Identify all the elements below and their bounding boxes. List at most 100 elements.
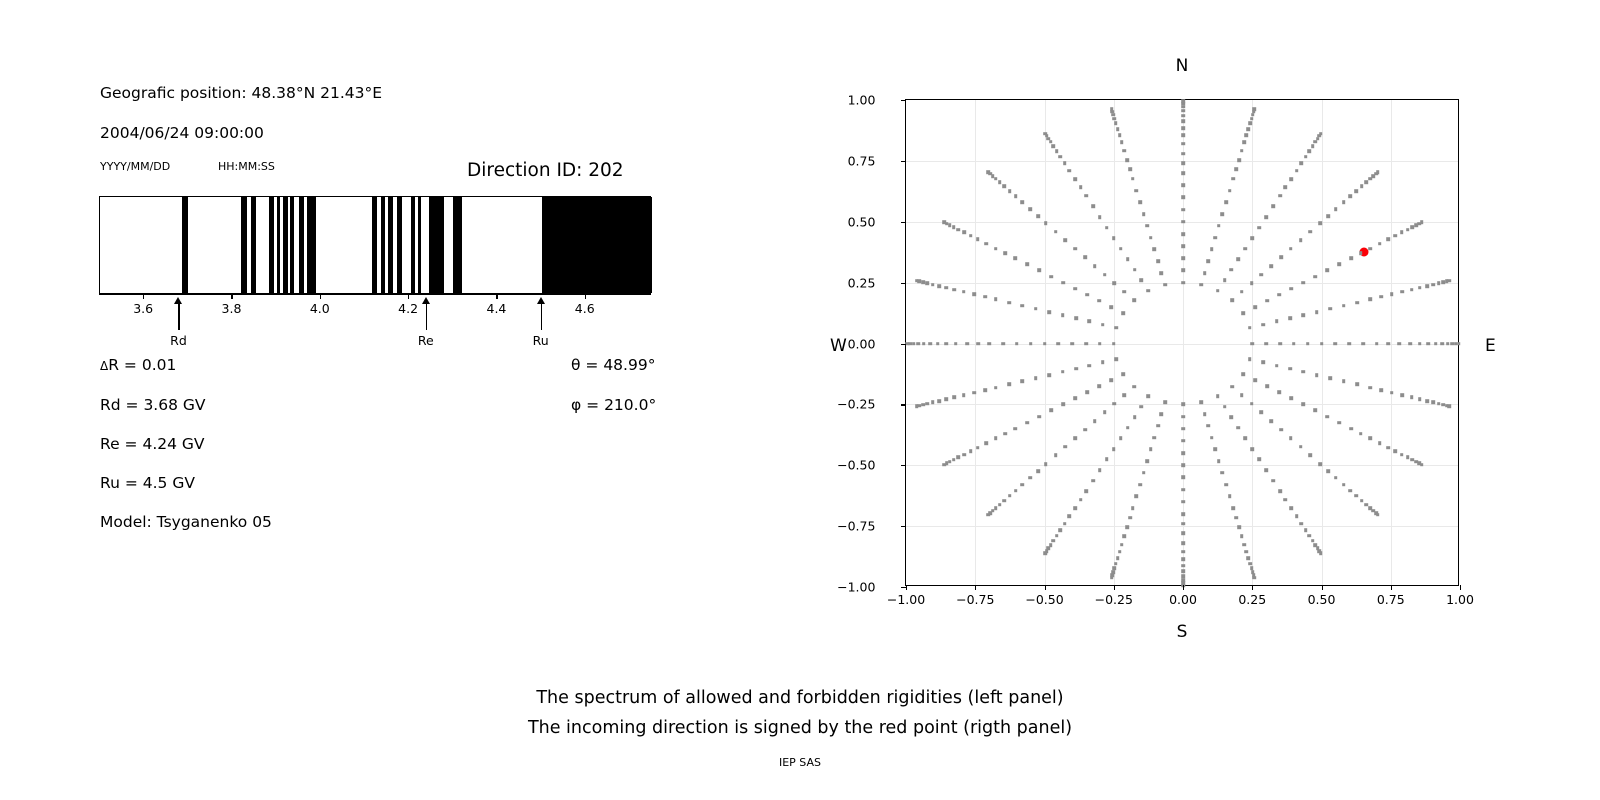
direction-dot: [1231, 177, 1235, 181]
forbidden-band: [290, 197, 295, 293]
forbidden-band: [181, 197, 189, 293]
spectrum-bar: [99, 196, 652, 294]
direction-dot: [1025, 420, 1029, 425]
marker-arrow-rd: [178, 302, 180, 330]
direction-dot: [1341, 482, 1346, 487]
direction-dot: [1364, 180, 1369, 185]
direction-dot: [1358, 251, 1363, 256]
direction-dot: [1131, 506, 1135, 510]
direction-dot: [997, 180, 1002, 185]
direction-dot: [1220, 471, 1225, 475]
direction-dot: [1298, 238, 1303, 242]
direction-dot: [1301, 402, 1305, 407]
direction-dot: [1003, 431, 1008, 436]
direction-dot: [1371, 509, 1376, 513]
direction-dot: [1259, 272, 1264, 277]
direction-dot: [1250, 341, 1255, 346]
direction-dot: [1181, 439, 1185, 443]
direction-dot: [914, 404, 919, 408]
direction-dot: [1134, 188, 1139, 193]
spectrum-tick-label: 4.2: [398, 301, 419, 316]
direction-dot: [1294, 168, 1299, 173]
direction-dot: [1349, 256, 1353, 261]
direction-dot: [1036, 469, 1040, 473]
direction-dot: [965, 341, 969, 346]
direction-dot: [1389, 390, 1394, 395]
spectrum-tick: [584, 294, 586, 299]
y-tick: [901, 587, 906, 589]
direction-dot: [1110, 573, 1115, 577]
forbidden-band: [282, 197, 288, 293]
rigidity-spectrum-chart: [99, 196, 652, 294]
forbidden-band: [453, 197, 463, 293]
direction-dot: [976, 237, 980, 242]
direction-dot: [1217, 459, 1221, 463]
direction-dot: [1239, 393, 1244, 397]
direction-dot: [1001, 341, 1005, 346]
marker-arrowhead-re: [421, 297, 430, 304]
direction-dot: [1007, 494, 1012, 498]
x-tick: [1460, 585, 1462, 590]
direction-dot: [1109, 575, 1114, 580]
direction-dot: [1375, 341, 1379, 346]
direction-dot: [962, 452, 967, 457]
marker-arrow-re: [425, 302, 428, 330]
direction-dot: [1062, 522, 1067, 526]
direction-dot: [1237, 158, 1241, 162]
direction-dot: [1368, 385, 1373, 390]
direction-dot: [1020, 482, 1025, 487]
direction-dot: [1222, 278, 1227, 283]
direction-dot: [1265, 384, 1269, 388]
direction-dot: [1053, 453, 1058, 458]
direction-dot: [1431, 282, 1436, 287]
direction-dot: [1318, 462, 1322, 466]
direction-dot: [1121, 311, 1125, 315]
direction-dot: [1114, 325, 1118, 330]
direction-dot: [1013, 256, 1017, 261]
direction-dot: [1139, 278, 1144, 283]
direction-dot: [1181, 161, 1185, 166]
direction-dot: [1417, 221, 1422, 226]
direction-dot: [1074, 316, 1078, 321]
direction-dot: [1355, 382, 1359, 387]
direction-dot: [1279, 427, 1283, 432]
incoming-direction-marker[interactable]: [1359, 247, 1369, 257]
direction-dot: [1277, 390, 1281, 394]
direction-dot: [1028, 341, 1033, 346]
direction-dot: [1138, 200, 1142, 205]
direction-dot: [1310, 539, 1315, 543]
direction-dot: [1067, 168, 1072, 173]
direction-dot: [1341, 303, 1346, 308]
x-tick-label: 0.50: [1307, 592, 1336, 607]
direction-dot: [1278, 341, 1282, 346]
direction-dot: [1253, 378, 1257, 382]
direction-dot: [1400, 393, 1405, 397]
direction-dot: [1319, 131, 1323, 136]
direction-dot: [1288, 316, 1292, 321]
direction-dot: [1046, 136, 1051, 141]
x-tick: [1252, 585, 1254, 590]
direction-dot: [1305, 341, 1310, 346]
direction-dot: [1447, 278, 1452, 283]
direction-dot: [1063, 445, 1068, 449]
direction-dot: [1213, 447, 1218, 452]
compass-west-label: W: [830, 336, 847, 356]
spectrum-tick: [408, 294, 410, 299]
direction-dot: [1091, 204, 1095, 209]
direction-dot: [976, 341, 980, 346]
direction-dot: [930, 400, 935, 405]
direction-dot: [1042, 341, 1047, 346]
direction-dot: [1181, 557, 1185, 561]
direction-dot: [1217, 224, 1221, 228]
direction-dot: [1020, 379, 1025, 384]
direction-dot: [1044, 221, 1048, 225]
polar-scatter-plot: −1.00 −0.75 −0.50 −0.25 0.00 0.25 0.50 0.75 1.00…: [837, 93, 1474, 608]
direction-dot: [1109, 378, 1113, 382]
direction-dot: [993, 297, 998, 302]
direction-dot: [1259, 410, 1264, 415]
direction-dot: [1433, 341, 1438, 346]
direction-dot: [986, 513, 990, 517]
direction-dot: [1111, 113, 1116, 117]
direction-dot: [1109, 305, 1113, 309]
delta-symbol: Δ: [100, 359, 109, 373]
